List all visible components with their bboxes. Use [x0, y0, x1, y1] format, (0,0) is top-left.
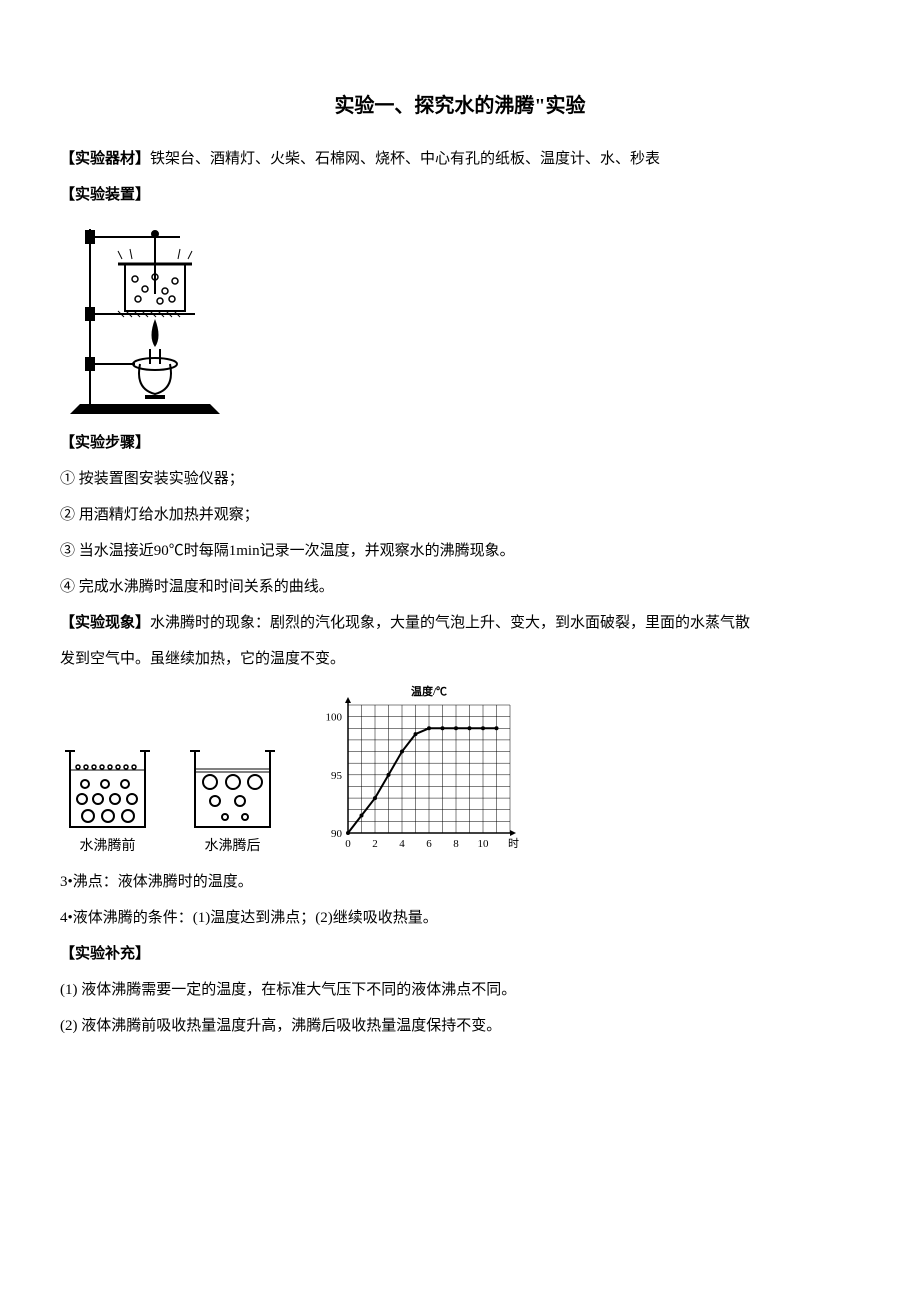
point-4: 4•液体沸腾的条件：(1)温度达到沸点；(2)继续吸收热量。: [60, 906, 860, 930]
svg-text:4: 4: [399, 838, 405, 850]
equipment-text: 铁架台、酒精灯、火柴、石棉网、烧杯、中心有孔的纸板、温度计、水、秒表: [150, 151, 660, 167]
svg-text:0: 0: [345, 838, 351, 850]
step-4: ④ 完成水沸腾时温度和时间关系的曲线。: [60, 575, 860, 599]
equipment-label: 【实验器材】: [60, 151, 150, 167]
svg-text:2: 2: [372, 838, 378, 850]
supplement-1: (1) 液体沸腾需要一定的温度，在标准大气压下不同的液体沸点不同。: [60, 978, 860, 1002]
step-1: ① 按装置图安装实验仪器；: [60, 467, 860, 491]
beaker-after-caption: 水沸腾后: [205, 836, 261, 858]
beaker-before-figure: [60, 739, 155, 834]
phenomenon-line-2: 发到空气中。虽继续加热，它的温度不变。: [60, 647, 860, 671]
phenomenon-label: 【实验现象】: [60, 615, 150, 631]
svg-text:6: 6: [426, 838, 432, 850]
svg-text:90: 90: [331, 828, 343, 840]
supplement-2: (2) 液体沸腾前吸收热量温度升高，沸腾后吸收热量温度保持不变。: [60, 1014, 860, 1038]
step-3: ③ 当水温接近90℃时每隔1min记录一次温度，并观察水的沸腾现象。: [60, 539, 860, 563]
apparatus-figure: [60, 219, 230, 419]
svg-text:100: 100: [326, 712, 343, 724]
beaker-after-figure: [185, 739, 280, 834]
supplement-label: 【实验补充】: [60, 942, 860, 966]
temperature-chart: 温度/℃ 0 2 4 6 8 10 90 95 100 时间/min: [310, 683, 520, 858]
equipment-line: 【实验器材】铁架台、酒精灯、火柴、石棉网、烧杯、中心有孔的纸板、温度计、水、秒表: [60, 147, 860, 171]
step-2: ② 用酒精灯给水加热并观察；: [60, 503, 860, 527]
svg-text:时间/min: 时间/min: [508, 837, 520, 850]
steps-label: 【实验步骤】: [60, 431, 860, 455]
svg-text:8: 8: [453, 838, 459, 850]
page-title: 实验一、探究水的沸腾"实验: [60, 90, 860, 122]
figure-row: 水沸腾前 水沸腾后 温度/℃ 0 2 4 6 8 10 90 95 100 时间/min: [60, 683, 860, 858]
apparatus-label: 【实验装置】: [60, 183, 860, 207]
phenomenon-text-1: 水沸腾时的现象：剧烈的汽化现象，大量的气泡上升、变大，到水面破裂，里面的水蒸气散: [150, 615, 750, 631]
svg-text:10: 10: [478, 838, 490, 850]
beaker-before-caption: 水沸腾前: [80, 836, 136, 858]
point-3: 3•沸点：液体沸腾时的温度。: [60, 870, 860, 894]
svg-text:温度/℃: 温度/℃: [411, 684, 447, 698]
svg-text:95: 95: [331, 770, 343, 782]
phenomenon-line-1: 【实验现象】水沸腾时的现象：剧烈的汽化现象，大量的气泡上升、变大，到水面破裂，里…: [60, 611, 860, 635]
